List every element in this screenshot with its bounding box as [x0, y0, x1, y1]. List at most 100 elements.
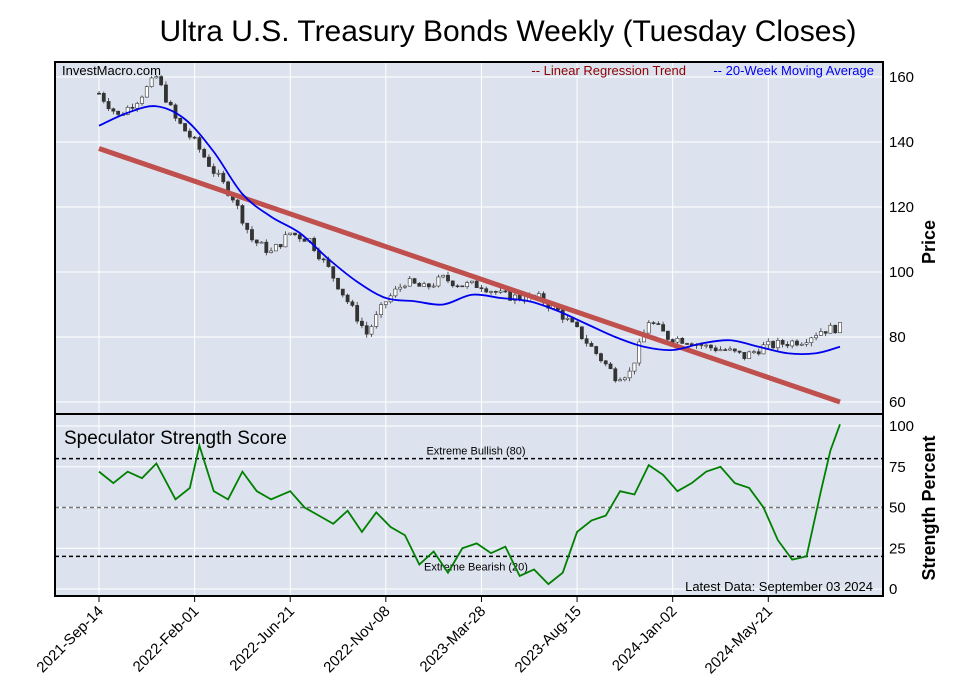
reference-line-label: Extreme Bearish (20): [424, 561, 528, 573]
source-label: InvestMacro.com: [62, 63, 161, 78]
price-gridlines: [98, 62, 769, 414]
candle-body: [833, 324, 838, 334]
candle-body: [804, 342, 809, 345]
candle-body: [723, 349, 728, 351]
strength-tick-label: 100: [889, 418, 914, 435]
candle-body: [809, 337, 814, 343]
candle-body: [183, 123, 187, 132]
price-y-ticks: 60 80 100 120 140 160: [55, 69, 914, 411]
candle-body: [187, 130, 192, 138]
candle-body: [130, 106, 135, 109]
candle-body: [417, 282, 422, 287]
strength-tick-label: 75: [889, 459, 906, 476]
price-tick-label: 100: [889, 264, 914, 281]
candle-body: [570, 317, 575, 323]
candle-body: [493, 291, 498, 293]
candle-body: [159, 76, 164, 86]
candle-body: [154, 76, 159, 79]
candle-body: [125, 106, 130, 115]
candle-body: [235, 199, 240, 206]
candle-body: [484, 288, 489, 293]
candle-body: [622, 377, 627, 381]
candle-body: [651, 322, 656, 324]
price-tick-label: 60: [889, 394, 906, 411]
candle-body: [632, 362, 637, 372]
candle-body: [441, 274, 446, 278]
strength-tick-label: 0: [889, 581, 897, 598]
candle-body: [479, 287, 484, 289]
candle-body: [264, 241, 269, 253]
candle-body: [101, 93, 106, 102]
candle-body: [106, 101, 111, 110]
candle-body: [747, 351, 752, 359]
candle-body: [178, 117, 183, 124]
candle-body: [283, 234, 288, 248]
candle-body: [149, 77, 154, 87]
candle-body: [226, 181, 230, 196]
candle-body: [460, 285, 465, 288]
strength-tick-label: 50: [889, 500, 906, 517]
candle-body: [168, 101, 173, 106]
candle-body: [761, 344, 766, 355]
candle-body: [259, 241, 264, 244]
candle-body: [254, 239, 259, 244]
candle-body: [718, 349, 723, 352]
candle-body: [240, 205, 245, 224]
candle-body: [269, 250, 274, 253]
candle-body: [775, 340, 780, 349]
candle-body: [288, 232, 293, 235]
candle-body: [398, 286, 403, 290]
strength-panel-title: Speculator Strength Score: [64, 428, 287, 449]
candle-body: [350, 301, 355, 306]
x-tick-label: 2024-May-21: [702, 603, 777, 678]
regression-trend-line: [98, 146, 841, 405]
x-tick-label: 2021-Sep-14: [33, 603, 106, 676]
candle-body: [403, 285, 407, 288]
candle-body: [302, 238, 307, 242]
candle-body: [790, 340, 795, 347]
candle-body: [503, 290, 508, 293]
x-tick-label: 2022-Feb-01: [130, 603, 203, 676]
candle-body: [211, 166, 216, 174]
candle-body: [713, 347, 718, 352]
candle-body: [675, 338, 680, 343]
latest-data-note: Latest Data: September 03 2024: [685, 579, 873, 594]
candle-body: [245, 222, 250, 230]
candle-body: [799, 343, 804, 346]
candle-body: [732, 348, 737, 352]
candle-body: [828, 324, 833, 334]
candle-body: [426, 283, 431, 288]
candle-body: [599, 353, 603, 362]
reference-line-label: Extreme Bullish (80): [426, 446, 525, 458]
candle-body: [613, 368, 618, 382]
x-tick-label: 2022-Jun-21: [226, 603, 298, 675]
candle-body: [575, 321, 579, 328]
candle-body: [752, 351, 756, 353]
candle-body: [584, 338, 589, 344]
candle-body: [278, 244, 283, 248]
candle-body: [814, 335, 818, 339]
candle-body: [164, 84, 168, 103]
candle-body: [728, 348, 732, 351]
candle-body: [637, 341, 642, 364]
candle-body: [407, 278, 412, 287]
price-tick-label: 160: [889, 69, 914, 86]
candle-body: [374, 314, 379, 327]
x-tick-label: 2023-Aug-15: [512, 603, 585, 676]
candle-body: [111, 108, 116, 112]
candle-body: [345, 294, 350, 303]
candle-body: [766, 341, 771, 346]
candle-body: [656, 323, 661, 325]
strength-plot-background: [55, 414, 883, 596]
candle-body: [465, 282, 470, 287]
candle-body: [336, 277, 340, 290]
x-tick-label: 2022-Nov-08: [320, 603, 393, 676]
candle-body: [665, 330, 670, 340]
candle-body: [297, 234, 302, 240]
candle-body: [680, 338, 685, 344]
candle-body: [608, 363, 613, 370]
candle-body: [771, 341, 775, 349]
x-tick-label: 2023-Mar-28: [417, 603, 490, 676]
candle-body: [603, 360, 608, 365]
candle-body: [560, 309, 565, 320]
